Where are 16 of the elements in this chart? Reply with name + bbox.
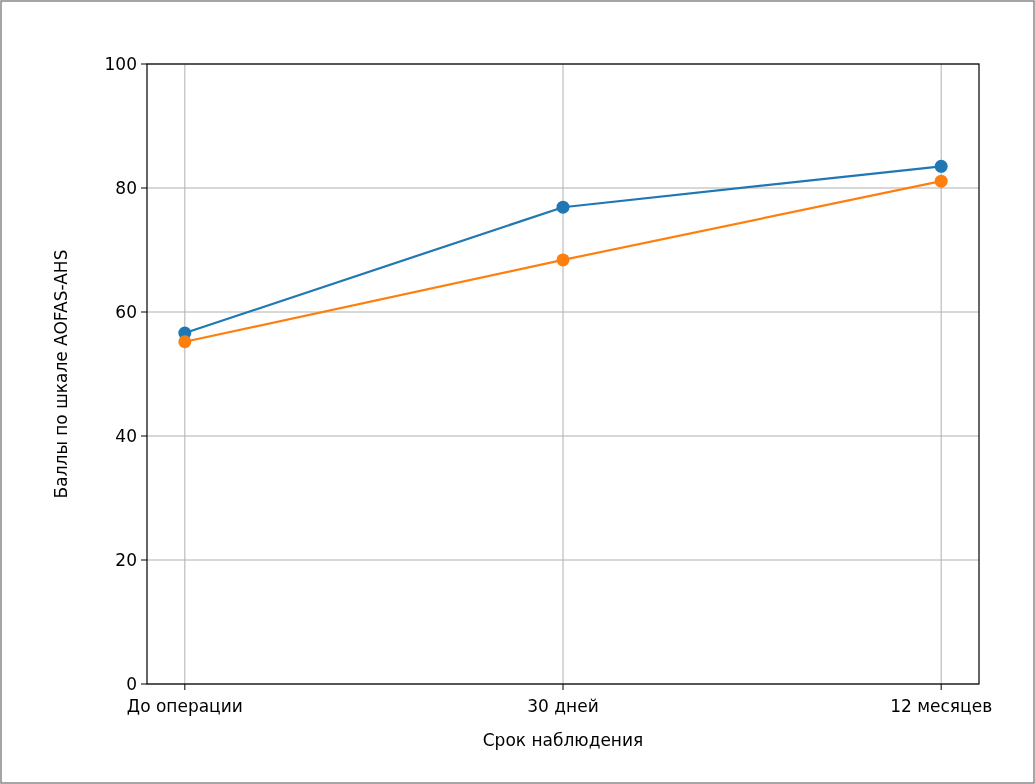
y-tick-label: 80 xyxy=(115,177,137,198)
point xyxy=(556,253,570,267)
x-tick-label: 12 месяцев xyxy=(890,696,993,716)
x-tick-label: До операции xyxy=(126,696,243,716)
x-axis-title: Срок наблюдения xyxy=(482,730,644,750)
point xyxy=(178,335,192,349)
y-tick-label: 100 xyxy=(104,53,137,74)
y-tick-label: 20 xyxy=(115,549,137,570)
y-tick-label: 60 xyxy=(115,301,137,322)
point xyxy=(934,174,948,188)
y-tick-label: 40 xyxy=(115,425,137,446)
y-axis-title: Баллы по шкале AOFAS-AHS xyxy=(51,249,71,499)
point xyxy=(556,200,570,214)
y-tick-label: 0 xyxy=(126,673,137,694)
x-tick-label: 30 дней xyxy=(527,696,599,716)
point xyxy=(934,159,948,173)
